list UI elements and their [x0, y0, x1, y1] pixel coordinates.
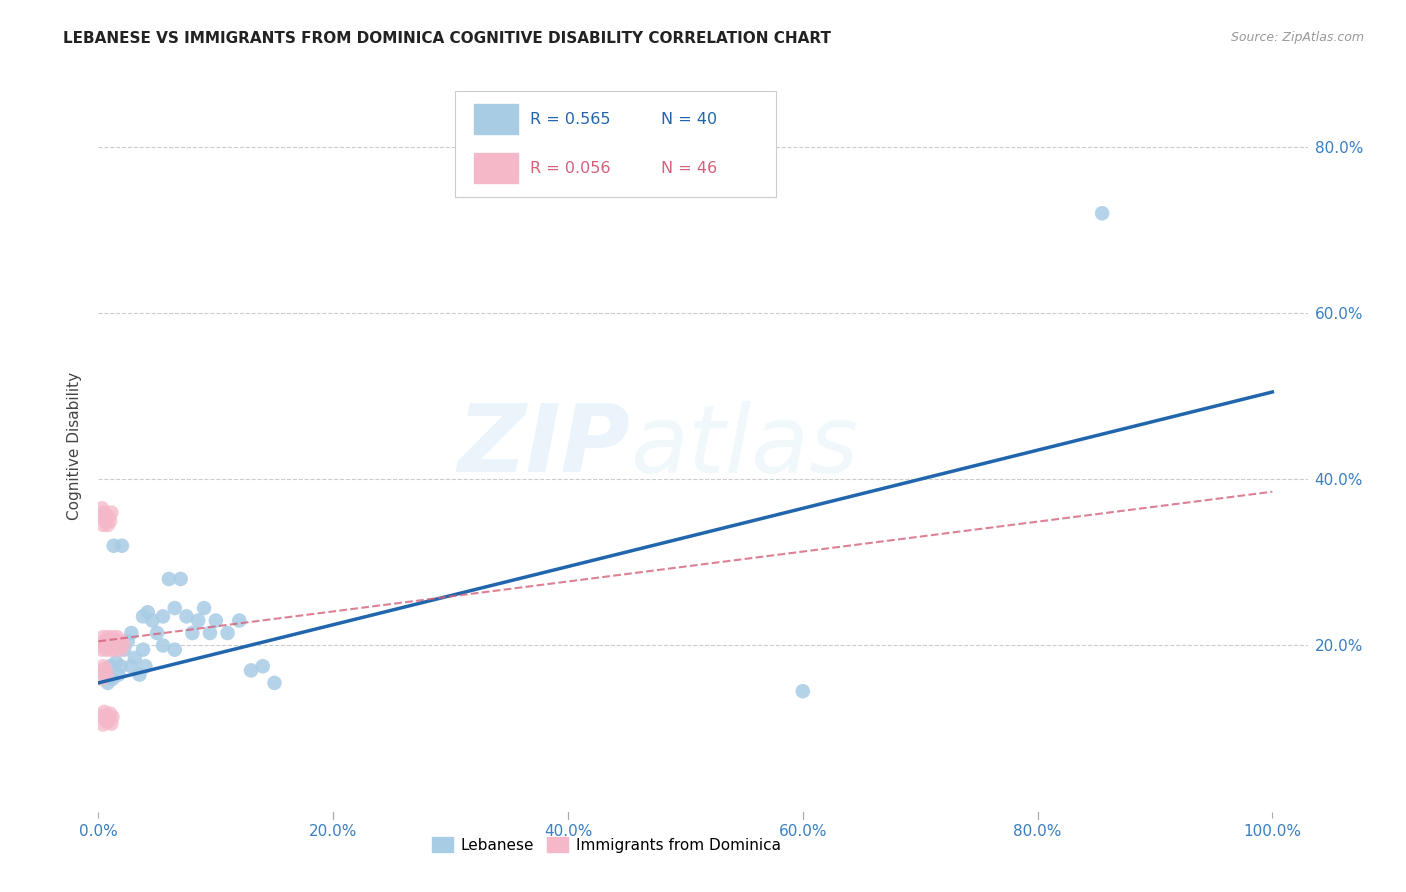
Text: ZIP: ZIP: [457, 400, 630, 492]
Point: [98, 639, 121, 653]
Point: [101, 672, 124, 686]
Point: [1091, 206, 1114, 220]
Point: [101, 710, 124, 724]
Bar: [474, 153, 517, 183]
Point: [193, 601, 215, 615]
Point: [94, 514, 117, 528]
Point: [120, 659, 142, 673]
Point: [91, 501, 114, 516]
Point: [107, 667, 129, 681]
Point: [181, 626, 204, 640]
Point: [94, 714, 117, 728]
Text: LEBANESE VS IMMIGRANTS FROM DOMINICA COGNITIVE DISABILITY CORRELATION CHART: LEBANESE VS IMMIGRANTS FROM DOMINICA COG…: [63, 31, 831, 46]
Point: [97, 518, 120, 533]
Point: [105, 630, 128, 644]
Point: [108, 639, 131, 653]
Legend: Lebanese, Immigrants from Dominica: Lebanese, Immigrants from Dominica: [426, 831, 787, 859]
Point: [91, 717, 114, 731]
Point: [98, 509, 121, 524]
FancyBboxPatch shape: [456, 91, 776, 197]
Point: [93, 705, 115, 719]
Point: [94, 639, 117, 653]
Point: [90, 509, 112, 524]
Point: [132, 609, 155, 624]
Point: [103, 539, 125, 553]
Point: [792, 684, 814, 698]
Point: [104, 634, 127, 648]
Point: [91, 672, 114, 686]
Point: [97, 676, 120, 690]
Point: [105, 639, 128, 653]
Bar: [474, 104, 517, 134]
Point: [112, 642, 135, 657]
Text: N = 46: N = 46: [661, 161, 717, 176]
Point: [97, 714, 120, 729]
Point: [187, 614, 209, 628]
Point: [93, 667, 115, 681]
Point: [152, 639, 174, 653]
Point: [128, 667, 150, 681]
Text: R = 0.056: R = 0.056: [530, 161, 610, 176]
Point: [101, 630, 124, 644]
Point: [98, 514, 121, 528]
Point: [110, 659, 132, 673]
Point: [163, 601, 186, 615]
Point: [110, 642, 132, 657]
Point: [198, 626, 221, 640]
Point: [141, 614, 163, 628]
Point: [94, 662, 117, 676]
Point: [96, 667, 118, 681]
Point: [134, 659, 156, 673]
Point: [96, 642, 118, 657]
Point: [136, 605, 159, 619]
Point: [105, 655, 128, 669]
Point: [228, 614, 250, 628]
Point: [263, 676, 285, 690]
Text: Source: ZipAtlas.com: Source: ZipAtlas.com: [1230, 31, 1364, 45]
Point: [163, 642, 186, 657]
Point: [100, 716, 122, 731]
Point: [111, 539, 134, 553]
Point: [98, 659, 121, 673]
Point: [152, 609, 174, 624]
Point: [91, 630, 114, 644]
Point: [117, 634, 139, 648]
Point: [124, 651, 146, 665]
Point: [98, 634, 121, 648]
Point: [120, 626, 142, 640]
Point: [90, 664, 112, 678]
Point: [93, 634, 115, 648]
Point: [91, 642, 114, 657]
Point: [91, 709, 114, 723]
Point: [96, 509, 118, 524]
Point: [157, 572, 180, 586]
Point: [90, 639, 112, 653]
Point: [96, 709, 118, 723]
Point: [146, 626, 169, 640]
Point: [107, 634, 129, 648]
Point: [98, 712, 121, 726]
Point: [93, 506, 115, 520]
Point: [98, 706, 121, 721]
Y-axis label: Cognitive Disability: Cognitive Disability: [67, 372, 83, 520]
Point: [176, 609, 198, 624]
Point: [93, 665, 115, 679]
Text: atlas: atlas: [630, 401, 859, 491]
Point: [91, 659, 114, 673]
Point: [97, 630, 120, 644]
Point: [111, 634, 134, 648]
Point: [112, 639, 135, 653]
Point: [100, 642, 122, 657]
Text: N = 40: N = 40: [661, 112, 717, 127]
Point: [103, 642, 125, 657]
Point: [204, 614, 226, 628]
Text: R = 0.565: R = 0.565: [530, 112, 610, 127]
Point: [240, 664, 263, 678]
Point: [217, 626, 239, 640]
Point: [169, 572, 191, 586]
Point: [132, 642, 155, 657]
Point: [252, 659, 274, 673]
Point: [100, 506, 122, 520]
Point: [91, 518, 114, 533]
